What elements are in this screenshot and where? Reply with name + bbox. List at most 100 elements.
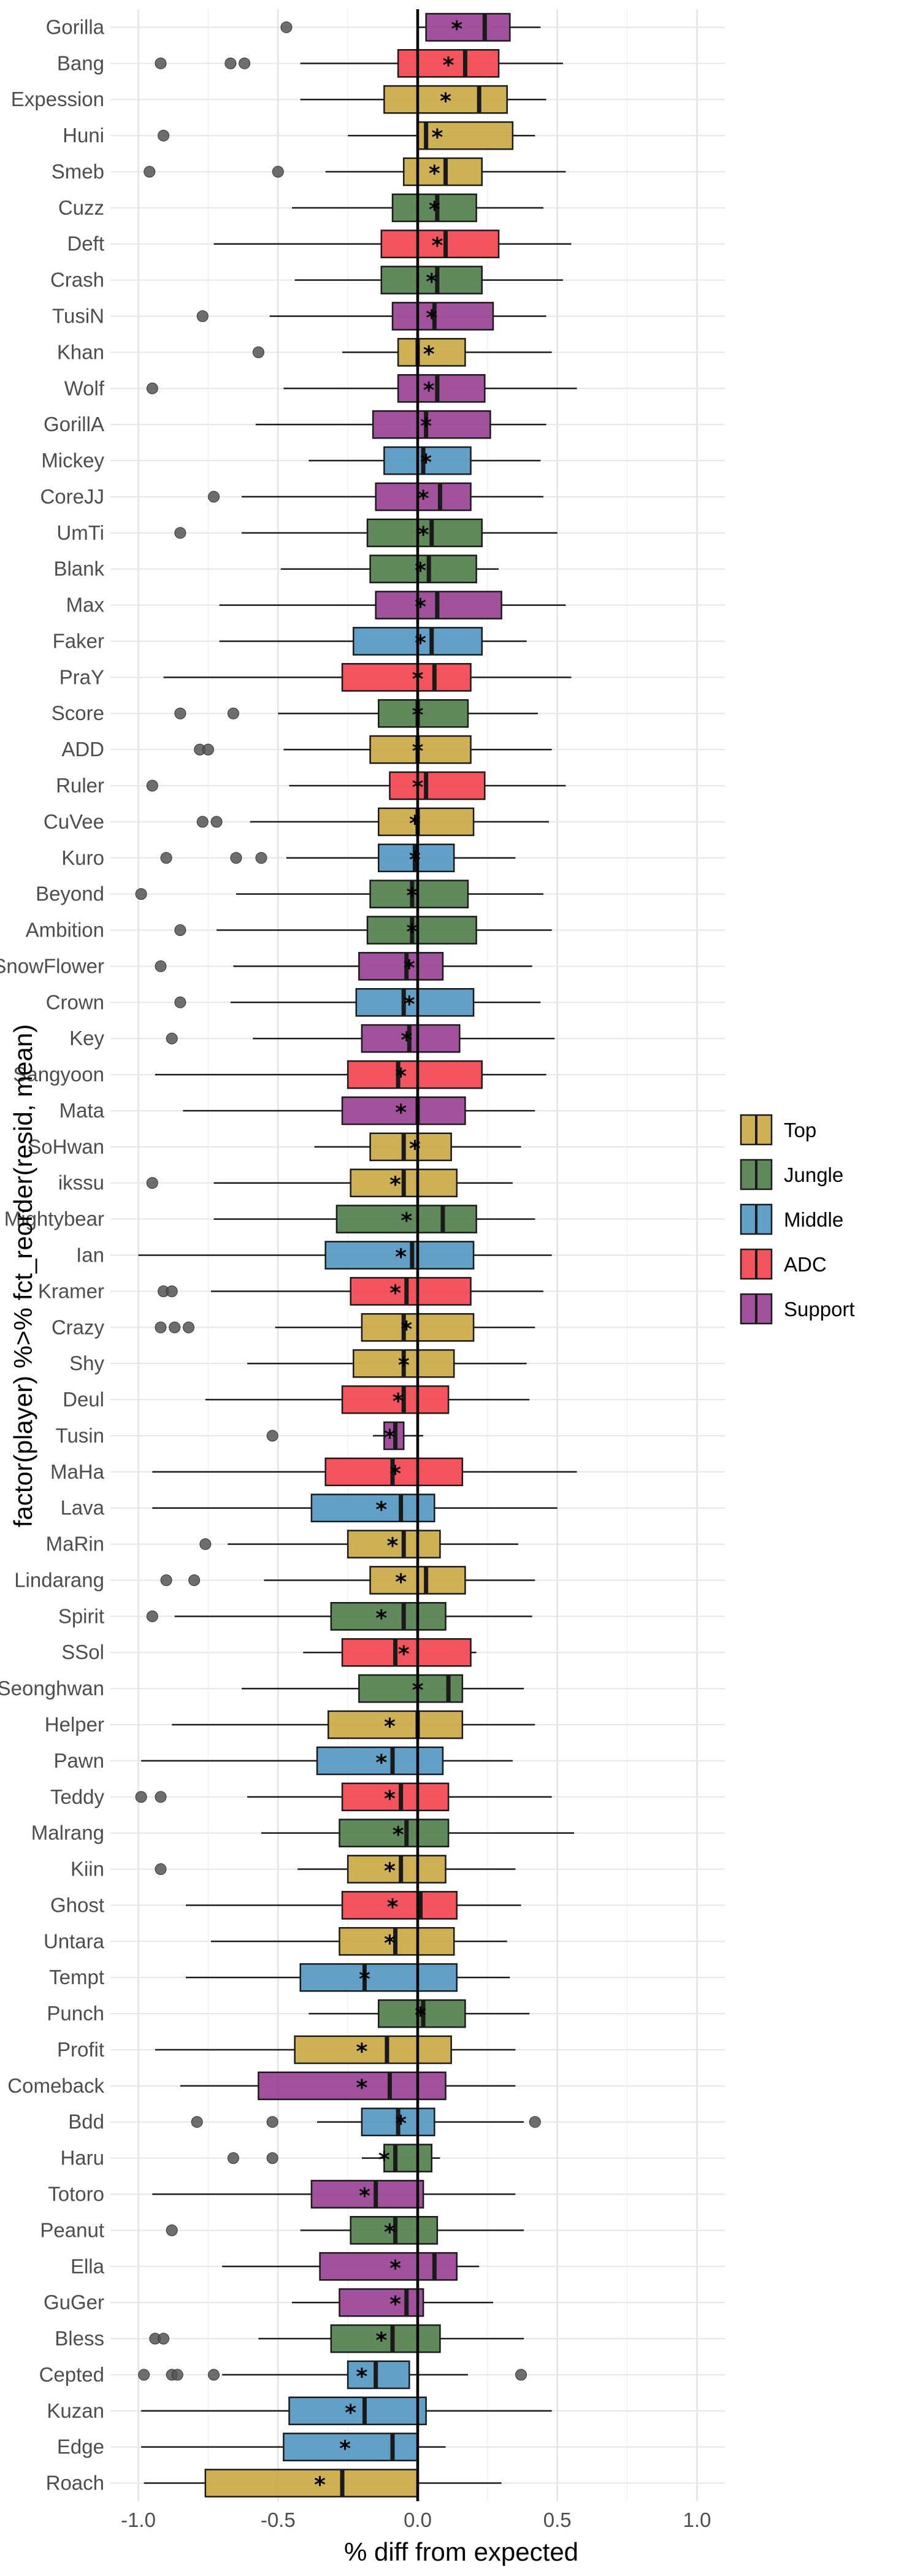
box-iqr: [347, 1060, 483, 1089]
outlier-point: [155, 57, 167, 69]
mean-marker: *: [418, 486, 429, 512]
y-tick-label: UmTi: [56, 521, 104, 544]
box-wolf: *: [146, 374, 577, 403]
legend-label: Top: [784, 1119, 816, 1141]
mean-marker: *: [395, 1100, 407, 1125]
legend-label: Middle: [784, 1208, 843, 1231]
box-iqr: [369, 880, 469, 908]
outlier-point: [208, 491, 220, 503]
legend-label: Jungle: [784, 1163, 843, 1186]
y-tick-label: Pawn: [53, 1749, 104, 1772]
box-comeback: *: [180, 2071, 516, 2101]
outlier-point: [280, 21, 293, 33]
y-tick-label: Mickey: [41, 449, 104, 472]
outlier-point: [227, 707, 239, 719]
mean-marker: *: [401, 1317, 412, 1342]
box-haru: *: [227, 2144, 440, 2173]
y-tick-label: Smeb: [52, 160, 104, 183]
y-tick-label: Crown: [46, 991, 104, 1013]
box-teddy: *: [135, 1782, 552, 1812]
box-iqr: [347, 1530, 441, 1558]
box-ghost: *: [185, 1891, 521, 1920]
mean-marker: *: [389, 1462, 401, 1487]
outlier-point: [155, 1863, 167, 1876]
y-tick-label: Punch: [47, 2002, 104, 2025]
legend: Top Jungle Middle ADC Support: [740, 1114, 855, 1325]
y-tick-label: CuVee: [44, 810, 104, 833]
mean-marker: *: [393, 1389, 404, 1414]
mean-marker: *: [404, 956, 415, 981]
mean-marker: *: [406, 884, 418, 909]
y-tick-label: PraY: [59, 665, 104, 688]
box-tusin: *: [196, 302, 546, 331]
box-roach: *: [144, 2469, 502, 2498]
mean-marker: *: [395, 2112, 407, 2137]
box-iqr: [369, 1132, 452, 1162]
legend-item-top: Top: [740, 1114, 816, 1146]
y-tick-label: Comeback: [7, 2074, 104, 2097]
outlier-point: [196, 310, 209, 323]
outlier-point: [146, 382, 158, 394]
legend-item-middle: Middle: [740, 1203, 843, 1235]
mean-marker: *: [401, 1028, 412, 1053]
box-ikssu: *: [146, 1168, 513, 1198]
outlier-point: [138, 2369, 150, 2381]
outlier-point: [255, 852, 267, 864]
y-tick-label: MaRin: [46, 1533, 104, 1555]
box-seonghwan: *: [242, 1674, 524, 1703]
x-tick-label: 0.0: [404, 2509, 432, 2531]
box-iqr: [350, 1277, 472, 1306]
box-ambition: *: [174, 916, 552, 945]
y-tick-label: Score: [52, 702, 104, 724]
box-iqr: [397, 338, 466, 367]
box-iqr: [355, 987, 475, 1017]
box-mata: *: [183, 1096, 535, 1125]
outlier-point: [227, 2152, 239, 2164]
outlier-point: [224, 57, 237, 69]
y-tick-label: Faker: [53, 629, 104, 652]
mean-marker: *: [378, 2148, 390, 2173]
box-series: * * * * * * * * * * * * * * * * * * * * * * * * * * * * * * * * * * * * * * * *…: [135, 9, 577, 2501]
box-shy: *: [247, 1349, 527, 1378]
mean-marker: *: [406, 920, 418, 945]
outlier-point: [158, 2333, 170, 2345]
outlier-point: [202, 743, 214, 756]
box-iqr: [369, 554, 477, 584]
y-tick-label: Wolf: [64, 377, 105, 399]
mean-marker: *: [395, 1245, 407, 1270]
y-tick-label: Haru: [60, 2147, 104, 2169]
box-malrang: *: [261, 1819, 575, 1848]
y-tick-label: Untara: [44, 1930, 105, 1952]
mean-marker: *: [393, 1823, 404, 1848]
y-tick-label: Tempt: [49, 1966, 104, 1988]
outlier-point: [146, 780, 158, 792]
x-axis-title: % diff from expected: [344, 2537, 578, 2566]
mean-marker: *: [389, 2256, 401, 2281]
box-profit: *: [155, 2035, 516, 2064]
box-iqr: [330, 1602, 447, 1631]
outlier-point: [174, 707, 186, 719]
legend-item-support: Support: [740, 1293, 855, 1325]
outlier-point: [174, 924, 186, 937]
box-kramer: *: [158, 1277, 543, 1306]
box-bang: *: [155, 48, 563, 78]
mean-marker: *: [426, 306, 437, 331]
mean-marker: *: [387, 1534, 399, 1559]
y-tick-label: Ghost: [50, 1893, 104, 1916]
outlier-point: [166, 1285, 178, 1297]
y-tick-label: Malrang: [31, 1822, 104, 1844]
outlier-point: [144, 166, 156, 178]
outlier-point: [160, 1574, 172, 1586]
box-cuzz: *: [292, 193, 543, 223]
outlier-point: [515, 2369, 527, 2381]
outlier-point: [191, 2116, 203, 2128]
mean-marker: *: [404, 992, 415, 1017]
y-tick-label: CoreJJ: [40, 485, 104, 508]
y-tick-label: Cuzz: [58, 196, 104, 219]
box-iqr: [310, 1493, 435, 1523]
y-tick-label: Edge: [57, 2436, 104, 2458]
x-tick-label: -1.0: [121, 2509, 156, 2531]
y-tick-label: Crazy: [52, 1316, 105, 1338]
mean-marker: *: [429, 161, 440, 186]
